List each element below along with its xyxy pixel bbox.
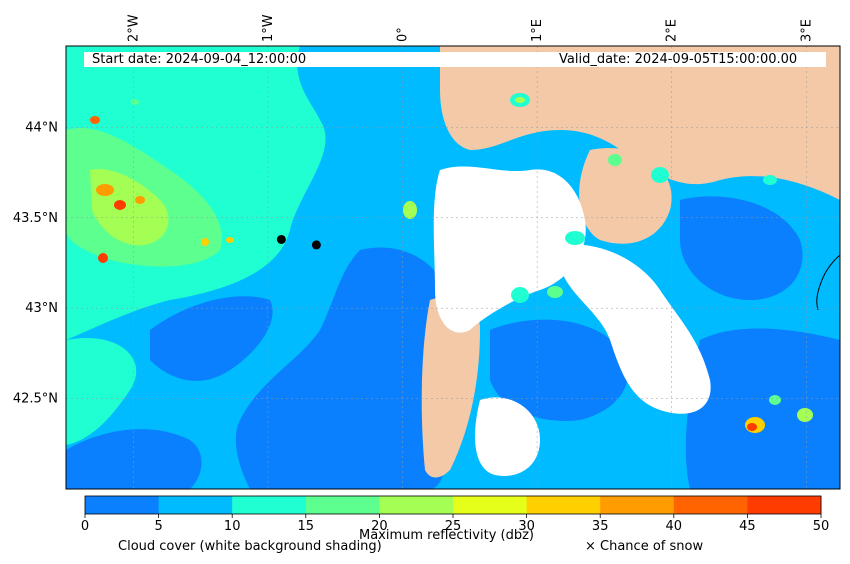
reflectivity-caption: Maximum reflectivity (dbz) [359,528,534,543]
colorbar-tick-label: 45 [739,519,756,534]
colorbar-tick-label: 0 [81,519,89,534]
reflectivity-darkblue-southeast [685,328,840,489]
reflectivity-darkblue-west [150,296,273,381]
map-frame [65,45,841,490]
start-date-label: Start date: 2024-09-04_12:00:00 [92,52,307,67]
map-gridlines [66,46,840,489]
colorbar-tick-label: 40 [666,519,683,534]
lon-tick-label: 2°W [126,14,141,42]
lat-tick-label: 42.5°N [13,392,58,407]
longitude-tick-labels: 2°W 1°W 0° 1°E 2°E 3°E [126,14,814,42]
colorbar-segment [453,496,528,514]
lon-tick-label: 2°E [665,19,680,42]
colorbar-segment [379,496,454,514]
reflectivity-teal-region-2 [66,338,137,445]
cloud-cover-white-region-2 [560,244,711,414]
colorbar-tick-label: 30 [518,519,535,534]
lon-tick-label: 1°W [261,14,276,42]
colorbar-segment [158,496,233,514]
coastline [816,254,840,311]
colorbar-segment [305,496,380,514]
reflectivity-darkblue-east [680,196,803,300]
colorbar-tick-label: 10 [224,519,241,534]
lon-tick-label: 1°E [530,19,545,42]
clear-land-region [440,46,840,200]
cloud-cover-caption: Cloud cover (white background shading) [118,539,382,554]
clear-land-region-3 [579,148,672,244]
convective-cells [90,93,813,433]
map-markers [276,234,321,250]
location-marker [311,240,321,250]
colorbar-segment [85,496,160,514]
reflectivity-darkblue-southwest [66,429,202,489]
lon-tick-label: 0° [396,27,411,42]
lat-tick-label: 43°N [25,301,58,316]
map-plot-area [66,46,840,489]
reflectivity-darkblue-south [490,319,628,421]
lon-tick-label: 3°E [799,19,814,42]
colorbar-segment [232,496,307,514]
cloud-cover-white-region-3 [475,397,540,476]
colorbar-tick-label: 5 [154,519,162,534]
colorbar-segment [747,496,822,514]
snow-caption: × Chance of snow [585,539,704,554]
colorbar-tick-label: 50 [813,519,830,534]
lat-tick-label: 44°N [25,120,58,135]
reflectivity-darkblue-central [235,247,452,489]
colorbar-segment [600,496,675,514]
cloud-cover-white-region [433,166,586,333]
colorbar-segment [673,496,748,514]
clear-land-region-2 [421,296,480,478]
colorbar-tick-label: 20 [371,519,388,534]
colorbar-tick-label: 15 [298,519,315,534]
colorbar-segment [526,496,601,514]
colorbar: 0 5 10 15 20 25 30 35 40 45 50 [81,495,830,534]
colorbar-tick-label: 35 [592,519,609,534]
colorbar-tick-label: 25 [445,519,462,534]
location-marker [276,234,286,244]
valid-date-label: Valid_date: 2024-09-05T15:00:00.00 [559,52,798,67]
latitude-tick-labels: 44°N 43.5°N 43°N 42.5°N [13,120,58,406]
lat-tick-label: 43.5°N [13,211,58,226]
